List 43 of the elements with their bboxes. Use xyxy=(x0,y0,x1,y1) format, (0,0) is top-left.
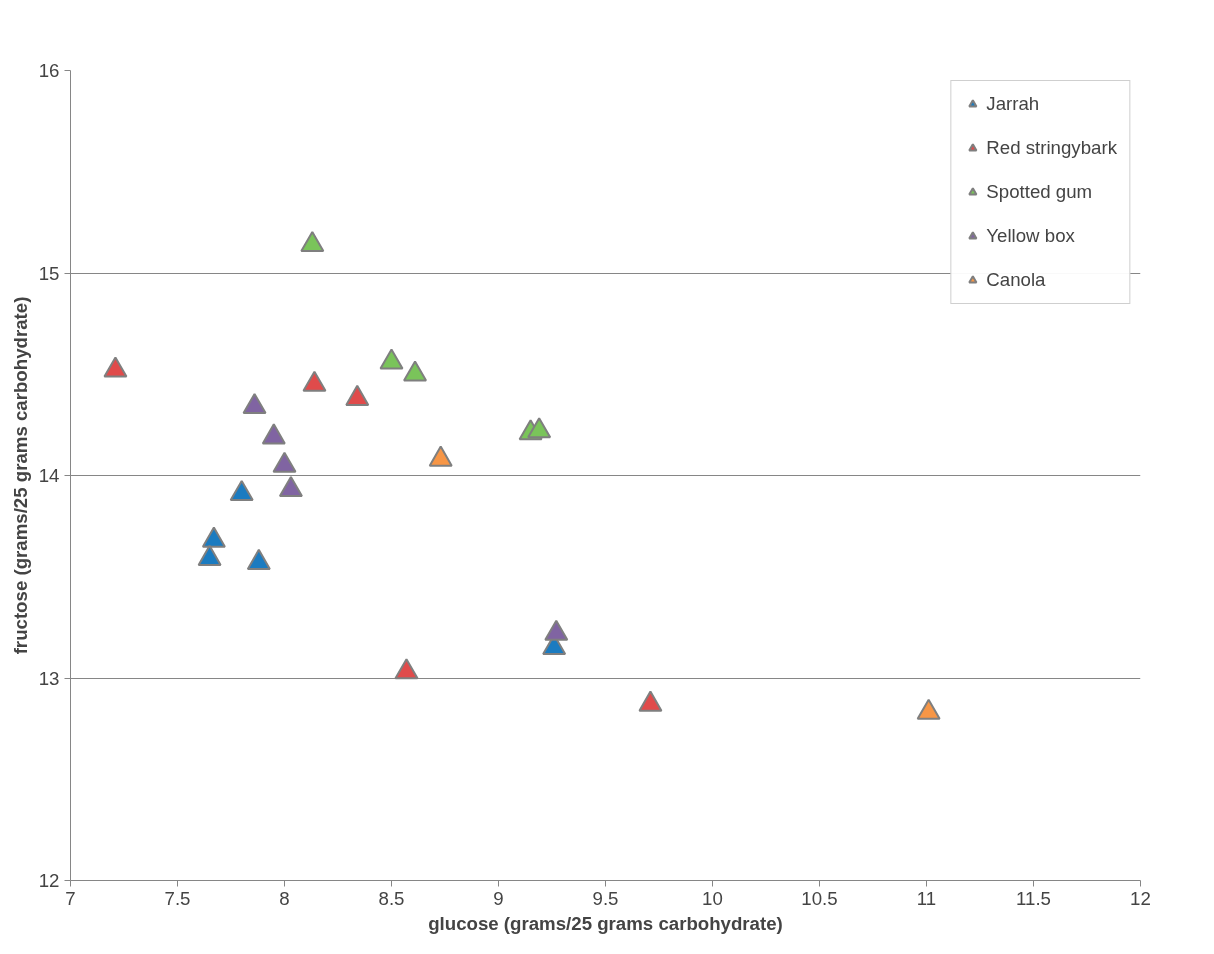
y-axis-title: fructose (grams/25 grams carbohydrate) xyxy=(9,296,31,655)
x-tick-label: 12 xyxy=(1130,887,1151,909)
x-tick-label: 7.5 xyxy=(164,887,191,909)
y-tick-label: 15 xyxy=(38,262,60,284)
x-tick-label: 11.5 xyxy=(1016,887,1051,909)
point xyxy=(302,370,327,392)
point xyxy=(379,348,404,370)
x-tick-label: 7 xyxy=(65,887,76,909)
point xyxy=(261,423,286,445)
legend-label: Yellow box xyxy=(986,225,1075,247)
x-tick-label: 9.5 xyxy=(592,887,619,909)
point xyxy=(638,690,663,712)
point xyxy=(916,698,941,720)
point xyxy=(103,356,128,378)
point xyxy=(272,451,297,473)
y-tick-label: 14 xyxy=(38,465,60,486)
point xyxy=(527,417,552,439)
legend-label: Spotted gum xyxy=(986,181,1093,203)
point xyxy=(229,480,254,502)
point xyxy=(197,544,222,566)
point xyxy=(242,392,267,414)
legend-label: Jarrah xyxy=(986,93,1040,115)
x-tick-label: 8 xyxy=(279,887,290,909)
y-tick-label: 12 xyxy=(38,870,60,891)
y-tick-label: 13 xyxy=(38,667,60,689)
point xyxy=(394,658,419,680)
x-axis-title: glucose (grams/25 grams carbohydrate) xyxy=(428,912,783,934)
x-tick-label: 8.5 xyxy=(378,887,405,909)
point xyxy=(345,384,370,406)
point xyxy=(246,548,271,570)
legend-label: Canola xyxy=(986,269,1046,291)
point xyxy=(278,475,303,498)
legend-label: Red stringybark xyxy=(986,137,1117,159)
x-tick-label: 10 xyxy=(702,887,723,909)
x-tick-label: 11 xyxy=(916,887,937,909)
point xyxy=(300,230,325,252)
y-tick-label: 16 xyxy=(38,60,60,81)
point xyxy=(428,445,453,467)
x-tick-label: 9 xyxy=(493,887,504,909)
point xyxy=(201,526,226,548)
x-tick-label: 10.5 xyxy=(801,887,838,909)
point xyxy=(544,619,569,641)
point xyxy=(403,360,428,382)
